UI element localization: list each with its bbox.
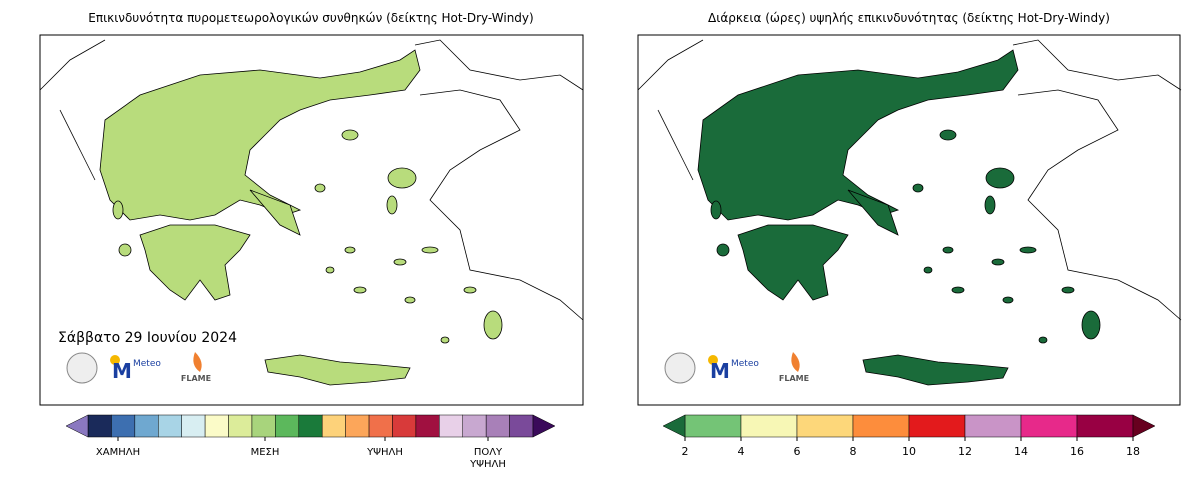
colorbar-segment xyxy=(228,414,253,438)
map-right: M Meteo FLAME xyxy=(637,34,1182,406)
colorbar-segment xyxy=(1020,414,1078,438)
colorbar-label: ΥΨΗΛΗ xyxy=(367,447,403,458)
colorbar-segment xyxy=(740,414,798,438)
colorbar-label: ΜΕΣΗ xyxy=(250,447,280,458)
colorbar-segment xyxy=(1076,414,1134,438)
colorbar-segment xyxy=(204,414,229,438)
colorbar-segment xyxy=(964,414,1022,438)
colorbar-extend xyxy=(532,414,556,438)
colorbar-segment xyxy=(852,414,910,438)
colorbar-tick-label: 2 xyxy=(682,445,689,458)
colorbar-segment xyxy=(321,414,346,438)
colorbar-tick-label: 18 xyxy=(1126,445,1140,458)
colorbar-tick-label: 14 xyxy=(1014,445,1028,458)
colorbar-extend xyxy=(1132,414,1156,438)
title: Επικινδυνότητα πυρομετεωρολογικών συνθηκ… xyxy=(88,11,533,25)
logo-text: Meteo xyxy=(133,359,161,369)
logo-text: Meteo xyxy=(731,359,759,369)
colorbar-segment xyxy=(298,414,323,438)
colorbar-segment xyxy=(87,414,112,438)
colorbar-segment xyxy=(509,414,534,438)
colorbar-segment xyxy=(251,414,276,438)
colorbar-segment xyxy=(796,414,854,438)
colorbar-segment xyxy=(275,414,300,438)
colorbar-tick-label: 16 xyxy=(1070,445,1084,458)
colorbar-tick-label: 10 xyxy=(902,445,916,458)
colorbar-segment xyxy=(134,414,159,438)
date: Σάββατο 29 Ιουνίου 2024 xyxy=(58,330,237,346)
colorbar-segment xyxy=(439,414,463,438)
colorbar-extend xyxy=(65,414,89,438)
title: Διάρκεια (ώρες) υψηλής επικινδυνότητας (… xyxy=(708,11,1110,25)
colorbar-segment xyxy=(345,414,370,438)
colorbar-segment xyxy=(415,414,440,438)
colorbar-segment xyxy=(684,414,742,438)
colorbar-tick-label: 12 xyxy=(958,445,972,458)
logo-text: FLAME xyxy=(779,374,809,383)
colorbar-label: ΠΟΛΥ ΥΨΗΛΗ xyxy=(470,447,506,470)
svg-text:M: M xyxy=(710,359,730,383)
colorbar-segment xyxy=(392,414,417,438)
colorbar-segment xyxy=(368,414,393,438)
colorbar-tick-label: 6 xyxy=(794,445,801,458)
colorbar-segment xyxy=(485,414,510,438)
colorbar-label: ΧΑΜΗΛΗ xyxy=(95,447,141,458)
colorbars: 2 4 6 8 10 12 14 16 18 xyxy=(65,414,1156,458)
logo-text: FLAME xyxy=(181,374,211,383)
colorbar-segment xyxy=(908,414,966,438)
map-left: Σάββατο 29 Ιουνίου 2024 M Meteo FLAME xyxy=(39,34,584,406)
colorbar-segment xyxy=(111,414,136,438)
colorbar-segment xyxy=(181,414,206,438)
svg-text:M: M xyxy=(112,359,132,383)
colorbar-tick-label: 8 xyxy=(850,445,857,458)
colorbar-segment xyxy=(462,414,487,438)
colorbar-tick-label: 4 xyxy=(738,445,745,458)
colorbar-extend xyxy=(662,414,686,438)
colorbar-segment xyxy=(158,414,182,438)
